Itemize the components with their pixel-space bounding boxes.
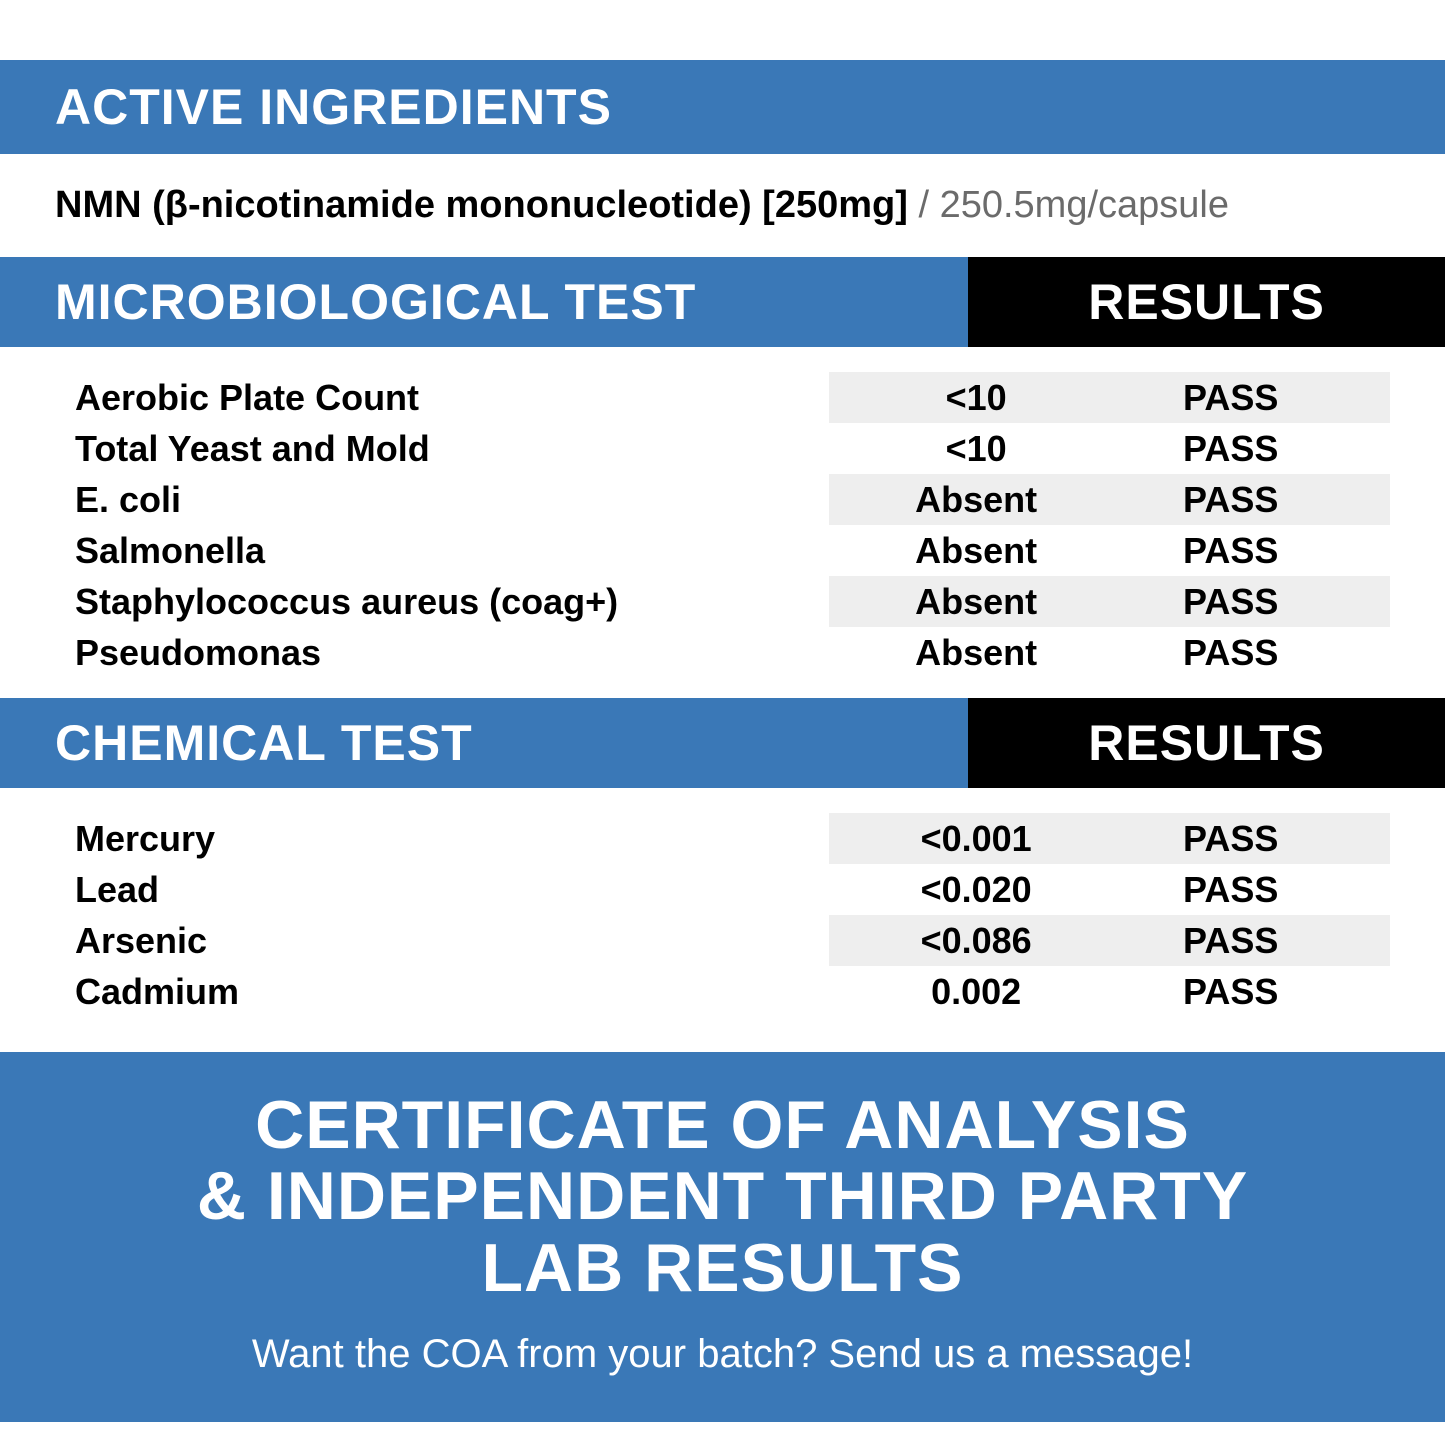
footer-line3: LAB RESULTS — [482, 1230, 964, 1306]
microbiological-header: MICROBIOLOGICAL TEST RESULTS — [0, 257, 1445, 347]
footer-sub: Want the COA from your batch? Send us a … — [30, 1332, 1415, 1377]
footer-line1: CERTIFICATE OF ANALYSIS — [255, 1087, 1190, 1163]
ingredient-name: NMN (β-nicotinamide mononucleotide) [250… — [55, 184, 908, 226]
test-name: Pseudomonas — [55, 632, 829, 674]
chemical-header-left: CHEMICAL TEST — [0, 698, 968, 788]
chemical-rows: Mercury<0.001PASSLead<0.020PASSArsenic<0… — [0, 788, 1445, 1037]
microbiological-header-left: MICROBIOLOGICAL TEST — [0, 257, 968, 347]
test-status: PASS — [1123, 627, 1390, 678]
test-name: E. coli — [55, 479, 829, 521]
chemical-header: CHEMICAL TEST RESULTS — [0, 698, 1445, 788]
test-value: Absent — [829, 627, 1123, 678]
active-ingredients-header: ACTIVE INGREDIENTS — [0, 60, 1445, 154]
test-name: Total Yeast and Mold — [55, 428, 829, 470]
test-name: Cadmium — [55, 971, 829, 1013]
microbiological-rows: Aerobic Plate Count<10PASSTotal Yeast an… — [0, 347, 1445, 698]
coa-document: ACTIVE INGREDIENTS NMN (β-nicotinamide m… — [0, 60, 1445, 1422]
ingredient-separator: / — [908, 184, 940, 226]
test-value: Absent — [829, 525, 1123, 576]
test-value: <10 — [829, 423, 1123, 474]
ingredient-line: NMN (β-nicotinamide mononucleotide) [250… — [0, 154, 1445, 257]
test-status: PASS — [1123, 966, 1390, 1017]
test-value: <10 — [829, 372, 1123, 423]
test-value: <0.020 — [829, 864, 1123, 915]
test-status: PASS — [1123, 915, 1390, 966]
test-name: Mercury — [55, 818, 829, 860]
table-row: E. coliAbsentPASS — [55, 474, 1390, 525]
table-row: Mercury<0.001PASS — [55, 813, 1390, 864]
table-row: Total Yeast and Mold<10PASS — [55, 423, 1390, 474]
test-name: Staphylococcus aureus (coag+) — [55, 581, 829, 623]
test-status: PASS — [1123, 576, 1390, 627]
test-name: Lead — [55, 869, 829, 911]
test-value: <0.086 — [829, 915, 1123, 966]
table-row: Cadmium0.002PASS — [55, 966, 1390, 1017]
test-status: PASS — [1123, 525, 1390, 576]
test-status: PASS — [1123, 474, 1390, 525]
ingredient-amount: 250.5mg/capsule — [940, 184, 1229, 226]
test-name: Salmonella — [55, 530, 829, 572]
table-row: Arsenic<0.086PASS — [55, 915, 1390, 966]
test-value: <0.001 — [829, 813, 1123, 864]
test-value: Absent — [829, 576, 1123, 627]
table-row: Aerobic Plate Count<10PASS — [55, 372, 1390, 423]
test-status: PASS — [1123, 864, 1390, 915]
test-status: PASS — [1123, 423, 1390, 474]
table-row: PseudomonasAbsentPASS — [55, 627, 1390, 678]
table-row: Lead<0.020PASS — [55, 864, 1390, 915]
footer-banner: CERTIFICATE OF ANALYSIS & INDEPENDENT TH… — [0, 1052, 1445, 1422]
footer-line2: & INDEPENDENT THIRD PARTY — [197, 1158, 1248, 1234]
test-name: Arsenic — [55, 920, 829, 962]
test-name: Aerobic Plate Count — [55, 377, 829, 419]
test-status: PASS — [1123, 372, 1390, 423]
table-row: Staphylococcus aureus (coag+)AbsentPASS — [55, 576, 1390, 627]
chemical-header-right: RESULTS — [968, 698, 1445, 788]
microbiological-header-right: RESULTS — [968, 257, 1445, 347]
test-value: 0.002 — [829, 966, 1123, 1017]
footer-title: CERTIFICATE OF ANALYSIS & INDEPENDENT TH… — [30, 1090, 1415, 1304]
test-status: PASS — [1123, 813, 1390, 864]
table-row: SalmonellaAbsentPASS — [55, 525, 1390, 576]
test-value: Absent — [829, 474, 1123, 525]
